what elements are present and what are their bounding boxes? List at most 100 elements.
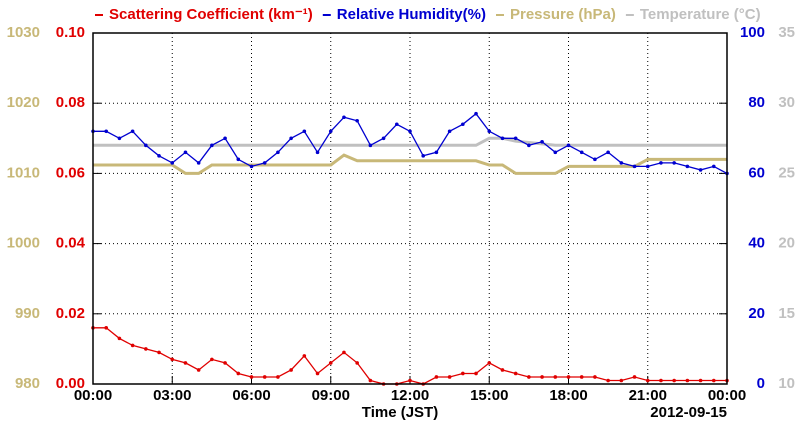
- data-point: [645, 164, 650, 169]
- data-point: [223, 136, 227, 141]
- data-point: [289, 368, 293, 372]
- data-point: [276, 375, 280, 379]
- series-line: [93, 136, 727, 147]
- data-point: [447, 375, 452, 379]
- y-tick-label: 0.06: [56, 164, 85, 181]
- data-point: [500, 368, 505, 372]
- data-point: [276, 150, 280, 155]
- data-point: [645, 378, 650, 383]
- y-tick-label: 100: [740, 24, 765, 41]
- y-tick-label: 60: [748, 164, 765, 181]
- data-point: [672, 161, 676, 165]
- data-point: [461, 371, 465, 376]
- data-point: [632, 375, 637, 379]
- data-point: [408, 129, 412, 134]
- data-point: [170, 357, 175, 362]
- series-line: [93, 327, 727, 385]
- data-point: [579, 150, 584, 155]
- data-point: [527, 375, 531, 379]
- data-point: [619, 378, 624, 383]
- series-line: [93, 112, 728, 174]
- y-tick-label: 80: [748, 94, 765, 111]
- y-tick-label: 15: [778, 305, 795, 322]
- data-point: [262, 375, 267, 379]
- data-point: [474, 371, 478, 376]
- x-tick-label: 00:00: [74, 387, 112, 404]
- data-point: [170, 161, 175, 165]
- data-point: [698, 378, 703, 383]
- data-point: [685, 378, 690, 383]
- data-point: [157, 350, 161, 355]
- y-tick-label: 990: [15, 305, 40, 322]
- y-tick-label: 0.02: [56, 305, 85, 322]
- x-tick-label: 21:00: [629, 387, 667, 404]
- data-point: [606, 378, 610, 383]
- x-tick-label: 18:00: [549, 387, 587, 404]
- data-point: [368, 143, 373, 148]
- data-point: [249, 375, 254, 379]
- data-point: [487, 361, 492, 365]
- data-point: [196, 368, 201, 372]
- data-point: [342, 115, 346, 120]
- y-tick-label: 25: [778, 164, 795, 181]
- data-point: [632, 164, 637, 169]
- data-point: [315, 371, 320, 376]
- data-point: [289, 136, 293, 141]
- series-line: [93, 153, 727, 175]
- data-point: [408, 378, 412, 383]
- y-tick-label: 20: [748, 305, 765, 322]
- data-point: [223, 361, 227, 365]
- y-tick-label: 0.04: [56, 235, 86, 252]
- y-tick-label: 10: [778, 375, 795, 392]
- legend-label: Scattering Coefficient (km⁻¹): [109, 6, 313, 23]
- data-point: [500, 136, 505, 141]
- y-tick-label: 980: [15, 375, 40, 392]
- data-point: [130, 343, 135, 348]
- data-point: [527, 143, 531, 148]
- y-tick-label: 1030: [7, 24, 40, 41]
- data-point: [711, 378, 716, 383]
- data-point: [434, 375, 439, 379]
- data-point: [130, 129, 135, 134]
- data-point: [553, 150, 558, 155]
- data-point: [355, 361, 359, 365]
- data-point: [196, 161, 201, 165]
- y-tick-label: 0: [757, 375, 765, 392]
- y-tick-label: 1000: [7, 235, 40, 252]
- legend-label: Relative Humidity(%): [337, 6, 486, 23]
- data-point: [394, 122, 399, 127]
- data-point: [513, 136, 518, 141]
- data-point: [540, 375, 544, 379]
- data-point: [157, 154, 161, 158]
- data-point: [210, 143, 214, 148]
- data-point: [249, 164, 254, 169]
- data-point: [474, 111, 478, 116]
- data-point: [487, 129, 492, 134]
- y-tick-label: 0.08: [56, 94, 85, 111]
- data-point: [593, 375, 597, 379]
- data-point: [381, 136, 386, 141]
- data-point: [711, 164, 716, 169]
- data-point: [144, 347, 148, 351]
- data-point: [447, 129, 452, 134]
- data-point: [566, 375, 571, 379]
- data-point: [553, 375, 558, 379]
- data-point: [104, 326, 109, 330]
- data-point: [355, 118, 359, 123]
- data-point: [659, 378, 663, 383]
- y-tick-label: 30: [778, 94, 795, 111]
- legend-label: Temperature (°C): [640, 6, 761, 23]
- x-axis-label: Time (JST): [362, 404, 438, 421]
- data-point: [606, 150, 610, 155]
- data-point: [698, 168, 703, 172]
- data-point: [659, 161, 663, 165]
- data-point: [315, 150, 320, 155]
- data-point: [593, 157, 597, 162]
- legend-label: Pressure (hPa): [510, 6, 616, 23]
- y-tick-label: 0.00: [56, 375, 85, 392]
- data-point: [368, 378, 373, 383]
- x-tick-label: 09:00: [312, 387, 350, 404]
- data-point: [302, 129, 307, 134]
- x-tick-label: 06:00: [232, 387, 270, 404]
